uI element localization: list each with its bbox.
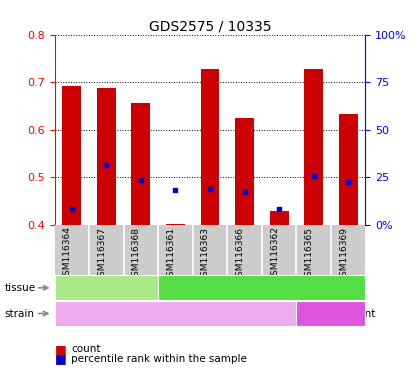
- Bar: [235, 118, 254, 225]
- Text: percentile rank within the sample: percentile rank within the sample: [71, 354, 247, 364]
- Text: ■: ■: [55, 343, 66, 356]
- Text: Hoxb1a deficient: Hoxb1a deficient: [287, 308, 375, 319]
- Bar: [97, 88, 116, 225]
- Text: ■: ■: [55, 352, 66, 365]
- Bar: [200, 69, 220, 225]
- Text: tissue: tissue: [4, 283, 35, 293]
- Text: GSM116364: GSM116364: [63, 227, 72, 281]
- Bar: [166, 224, 185, 225]
- Text: rhombomere 4: rhombomere 4: [223, 283, 300, 293]
- Bar: [63, 86, 81, 225]
- Text: GSM116365: GSM116365: [304, 227, 314, 281]
- Title: GDS2575 / 10335: GDS2575 / 10335: [149, 20, 271, 33]
- Text: GSM116362: GSM116362: [270, 227, 279, 281]
- Bar: [339, 114, 357, 225]
- Text: rhombomere 2: rhombomere 2: [68, 283, 145, 293]
- Text: strain: strain: [4, 308, 34, 319]
- Text: GSM116361: GSM116361: [166, 227, 176, 281]
- Text: GSM116368: GSM116368: [132, 227, 141, 281]
- Text: count: count: [71, 344, 101, 354]
- Text: GSM116363: GSM116363: [201, 227, 210, 281]
- Bar: [270, 211, 289, 225]
- Text: control: control: [157, 308, 194, 319]
- Bar: [131, 103, 150, 225]
- Text: GSM116367: GSM116367: [97, 227, 106, 281]
- Text: GSM116366: GSM116366: [236, 227, 244, 281]
- Text: GSM116369: GSM116369: [339, 227, 348, 281]
- Bar: [304, 69, 323, 225]
